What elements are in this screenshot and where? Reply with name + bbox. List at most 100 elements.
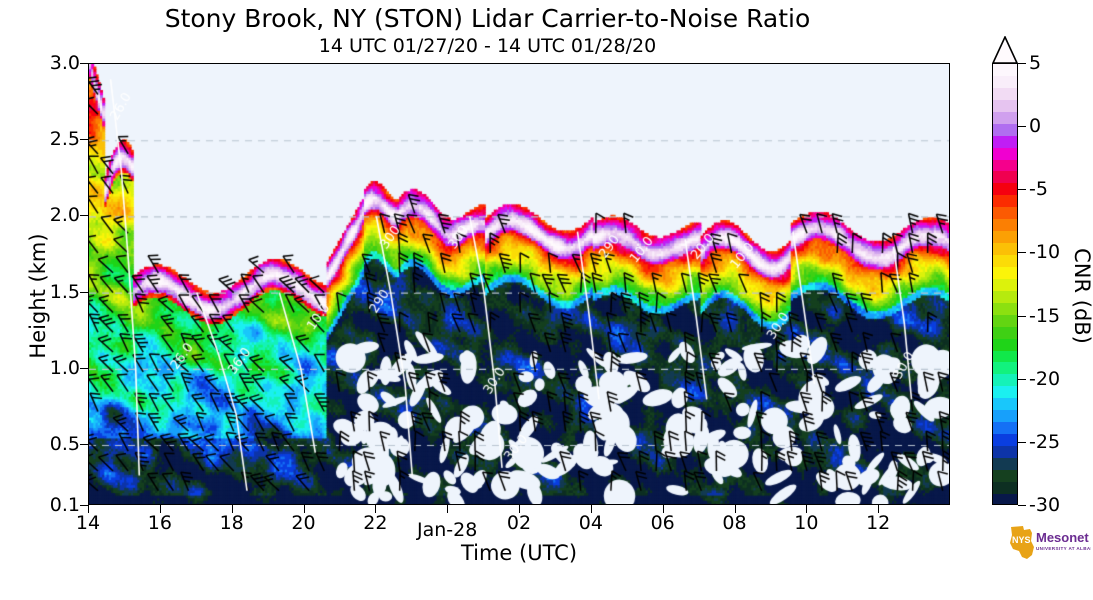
colorbar-tick-mark bbox=[1018, 189, 1026, 191]
x-axis-tick-label: 06 bbox=[650, 512, 675, 534]
cnr-heatmap-canvas bbox=[89, 64, 949, 504]
colorbar-band bbox=[993, 338, 1017, 351]
x-axis-tick-mark bbox=[88, 505, 89, 513]
colorbar-band bbox=[993, 135, 1017, 148]
colorbar-band bbox=[993, 278, 1017, 291]
colorbar-band bbox=[993, 111, 1017, 124]
colorbar-tick-label: 0 bbox=[1029, 115, 1042, 138]
x-axis-tick-label: Jan-28 bbox=[416, 519, 478, 541]
x-axis-tick-label: 12 bbox=[866, 512, 891, 534]
y-axis-tick-labels: 0.1 0.5 1.0 1.5 2.0 2.5 3.0 bbox=[0, 0, 88, 600]
x-axis-tick-label: 08 bbox=[722, 512, 747, 534]
y-axis-tick-label: 3.0 bbox=[49, 52, 80, 74]
colorbar-band bbox=[993, 386, 1017, 399]
colorbar-band bbox=[993, 87, 1017, 100]
colorbar-tick-mark bbox=[1018, 505, 1026, 506]
colorbar-band bbox=[993, 446, 1017, 458]
colorbar-band bbox=[993, 493, 1017, 504]
x-axis-tick-mark bbox=[303, 505, 305, 513]
colorbar-extend-arrow-icon bbox=[992, 36, 1018, 64]
colorbar-band bbox=[993, 266, 1017, 279]
colorbar-band bbox=[993, 183, 1017, 196]
colorbar-band bbox=[993, 290, 1017, 303]
x-axis-tick-mark bbox=[590, 505, 592, 513]
colorbar-band bbox=[993, 350, 1017, 363]
x-axis-tick-mark bbox=[806, 505, 808, 513]
logo-mesonet-text: Mesonet bbox=[1036, 530, 1089, 545]
colorbar-band bbox=[993, 255, 1017, 267]
colorbar-title: CNR (dB) bbox=[1070, 248, 1093, 344]
colorbar-band bbox=[993, 64, 1017, 76]
colorbar-tick-label: -15 bbox=[1029, 304, 1061, 327]
colorbar-band bbox=[993, 123, 1017, 136]
y-axis-tick-label: 0.5 bbox=[49, 433, 80, 456]
colorbar-band bbox=[993, 207, 1017, 220]
colorbar-band bbox=[993, 481, 1017, 494]
colorbar-band bbox=[993, 302, 1017, 315]
page-subtitle: 14 UTC 01/27/20 - 14 UTC 01/28/20 bbox=[318, 35, 657, 57]
colorbar-band bbox=[993, 171, 1017, 184]
x-axis-tick-mark bbox=[159, 505, 161, 513]
colorbar-tick-mark bbox=[1018, 126, 1026, 128]
colorbar-tick-mark bbox=[1018, 315, 1026, 317]
logo-nys-text: NYS bbox=[1012, 535, 1031, 545]
colorbar-tick-label: -5 bbox=[1029, 178, 1048, 201]
y-axis-tick-label: 1.0 bbox=[49, 356, 80, 379]
x-axis-tick-mark bbox=[447, 505, 449, 513]
x-axis-tick-mark bbox=[519, 505, 520, 513]
y-axis-tick-mark bbox=[80, 367, 88, 369]
colorbar-band bbox=[993, 99, 1017, 112]
y-axis-tick-label: 2.0 bbox=[49, 204, 80, 227]
y-axis-tick-mark bbox=[80, 215, 88, 217]
x-axis-tick-label: 20 bbox=[291, 512, 316, 534]
y-axis-tick-label: 1.5 bbox=[49, 280, 80, 303]
plot-area bbox=[88, 63, 950, 505]
nys-mesonet-logo: NYS Mesonet UNIVERSITY AT ALBANY bbox=[1010, 526, 1091, 559]
colorbar-band bbox=[993, 75, 1017, 88]
x-axis-tick-mark bbox=[734, 505, 736, 513]
title-block: Stony Brook, NY (STON) Lidar Carrier-to-… bbox=[0, 4, 975, 58]
colorbar-band bbox=[993, 326, 1017, 339]
page-title: Stony Brook, NY (STON) Lidar Carrier-to-… bbox=[164, 4, 811, 33]
x-axis-tick-mark bbox=[662, 505, 664, 513]
y-axis-tick-label: 2.5 bbox=[49, 128, 80, 151]
x-axis-label: Time (UTC) bbox=[460, 541, 578, 565]
colorbar-band bbox=[993, 434, 1017, 446]
y-axis-tick-mark bbox=[80, 139, 88, 141]
colorbar-tick-label: -20 bbox=[1029, 367, 1061, 390]
x-axis-tick-label: 02 bbox=[506, 512, 532, 534]
colorbar-band bbox=[993, 422, 1017, 435]
colorbar-band bbox=[993, 243, 1017, 255]
x-axis-tick-label: 22 bbox=[363, 512, 388, 534]
colorbar-band bbox=[993, 410, 1017, 423]
x-axis-tick-label: 18 bbox=[219, 512, 244, 534]
x-axis-tick-mark bbox=[878, 505, 880, 513]
colorbar-band bbox=[993, 195, 1017, 208]
colorbar-tick-label: -10 bbox=[1029, 241, 1061, 264]
colorbar bbox=[992, 36, 1018, 505]
x-axis-tick-label: 04 bbox=[578, 512, 603, 534]
y-axis-tick-mark bbox=[80, 505, 88, 506]
colorbar-gradient bbox=[992, 63, 1018, 505]
logo-university-text: UNIVERSITY AT ALBANY bbox=[1036, 546, 1091, 551]
y-axis-tick-mark bbox=[80, 291, 88, 293]
x-axis-tick-label: 10 bbox=[794, 512, 819, 534]
colorbar-band bbox=[993, 147, 1017, 160]
colorbar-band bbox=[993, 362, 1017, 375]
colorbar-band bbox=[993, 398, 1017, 411]
colorbar-band bbox=[993, 219, 1017, 232]
colorbar-band bbox=[993, 231, 1017, 244]
colorbar-tick-label: -30 bbox=[1029, 494, 1061, 516]
colorbar-tick-mark bbox=[1018, 63, 1026, 64]
colorbar-band bbox=[993, 374, 1017, 387]
x-axis-tick-label: 16 bbox=[147, 512, 172, 534]
colorbar-band bbox=[993, 159, 1017, 172]
colorbar-band bbox=[993, 314, 1017, 327]
y-axis-tick-label: 0.1 bbox=[49, 494, 80, 516]
y-axis-tick-mark bbox=[80, 444, 88, 446]
colorbar-tick-label: 5 bbox=[1029, 52, 1042, 74]
x-axis-tick-label: 14 bbox=[75, 512, 101, 534]
colorbar-band bbox=[993, 457, 1017, 470]
colorbar-tick-label: -25 bbox=[1029, 430, 1061, 453]
